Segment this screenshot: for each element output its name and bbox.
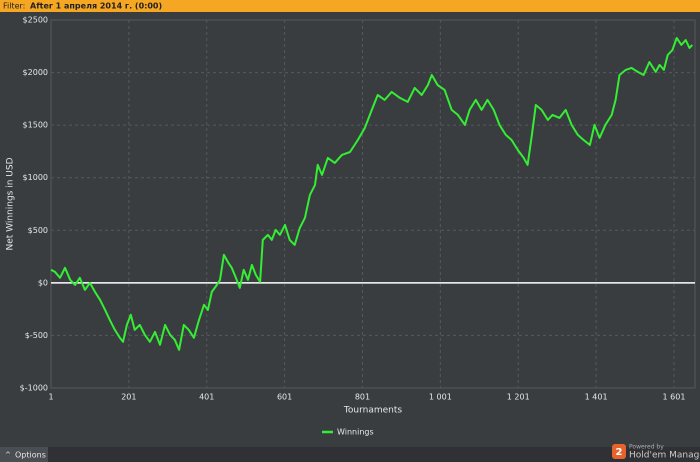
- filter-bar: [0, 0, 700, 12]
- x-tick-label: 801: [355, 393, 370, 402]
- y-tick-label: $1500: [23, 121, 48, 130]
- logo-badge: [612, 444, 626, 459]
- plot-frame: [50, 19, 696, 389]
- options-caret: ^: [5, 451, 11, 459]
- options-label[interactable]: Options: [15, 451, 46, 460]
- y-axis-label: Net Winnings in USD: [6, 157, 16, 250]
- y-tick-label: $2000: [23, 68, 48, 77]
- options-button[interactable]: [0, 447, 48, 462]
- brand-name: Hold'em Manager: [629, 451, 700, 461]
- x-tick-label: 201: [121, 393, 136, 402]
- x-axis-label: Tournaments: [343, 406, 402, 416]
- y-tick-label: $500: [28, 226, 48, 235]
- y-tick-label: $2500: [23, 16, 48, 25]
- y-tick-label: $1000: [23, 173, 48, 182]
- logo-number: 2: [616, 447, 623, 458]
- x-tick-label: 1 601: [663, 393, 686, 402]
- legend-label: Winnings: [337, 428, 374, 437]
- footer-bar: [0, 447, 700, 462]
- filter-value: After 1 апреля 2014 г. (0:00): [30, 2, 162, 11]
- x-tick-label: 401: [199, 393, 214, 402]
- y-tick-label: $-500: [25, 331, 48, 340]
- x-tick-label: 1 201: [507, 393, 530, 402]
- x-tick-label: 1 001: [429, 393, 452, 402]
- winnings-line: [50, 37, 694, 351]
- y-tick-label: $-1000: [20, 384, 48, 393]
- x-tick-label: 601: [277, 393, 292, 402]
- x-tick-label: 1: [48, 393, 53, 402]
- x-tick-label: 1 401: [585, 393, 608, 402]
- powered-by: Powered by: [629, 444, 664, 451]
- filter-label: Filter:: [3, 2, 25, 11]
- y-tick-label: $0: [38, 278, 48, 287]
